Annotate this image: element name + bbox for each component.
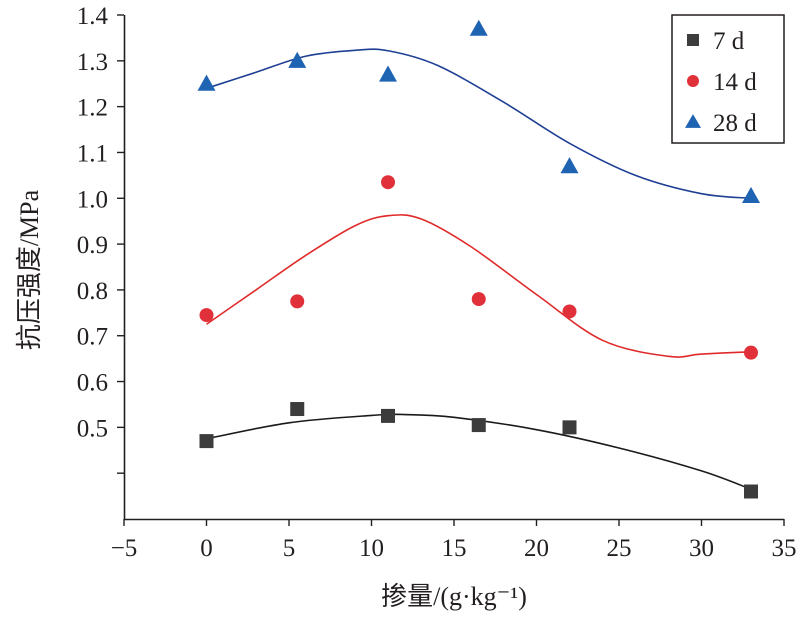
legend-marker-2 xyxy=(685,114,701,128)
data-point-series-0 xyxy=(471,418,486,433)
fit-curve-series-2 xyxy=(206,48,752,200)
data-point-series-2 xyxy=(742,186,760,204)
data-point-series-0 xyxy=(381,408,395,423)
y-tick-label: 0.6 xyxy=(77,370,108,397)
data-point-series-2 xyxy=(288,51,307,68)
x-axis-title: 掺量/(g·kg⁻¹) xyxy=(381,582,527,611)
legend-marker-0 xyxy=(687,34,699,46)
data-point-series-1 xyxy=(744,345,758,360)
data-point-series-2 xyxy=(197,74,216,91)
data-point-series-2 xyxy=(469,19,488,36)
x-tick-label: 10 xyxy=(359,535,384,562)
data-point-series-0 xyxy=(562,420,577,435)
fit-curve-series-1 xyxy=(206,214,752,358)
data-point-series-0 xyxy=(744,484,758,499)
x-tick-label: 20 xyxy=(524,535,549,562)
y-tick-label: 0.8 xyxy=(77,278,108,305)
data-point-series-2 xyxy=(379,65,397,82)
data-point-series-1 xyxy=(471,292,486,307)
x-tick-label: 15 xyxy=(442,535,467,562)
x-tick-label: 30 xyxy=(689,535,714,562)
data-point-series-2 xyxy=(560,157,579,174)
data-point-series-1 xyxy=(562,304,577,319)
legend-marker-1 xyxy=(687,75,699,87)
x-tick-label: 0 xyxy=(200,535,213,562)
x-tick-label: 25 xyxy=(607,535,632,562)
axis-ticks: −5 0 5 10 15 20 25 30 35 0.5 0.6 0.7 0.8 0.9 1.0 1.1 1.2… xyxy=(77,3,797,562)
data-point-series-1 xyxy=(199,308,214,323)
y-tick-label: 1.3 xyxy=(77,49,108,76)
fit-curve-series-0 xyxy=(206,413,752,490)
y-tick-label: 1.0 xyxy=(77,186,108,213)
y-tick-label: 0.7 xyxy=(77,324,108,351)
data-point-series-1 xyxy=(381,175,395,190)
x-tick-label: 5 xyxy=(283,535,296,562)
y-tick-label: 0.5 xyxy=(77,415,108,442)
legend-label-1: 14 d xyxy=(713,69,757,96)
data-point-series-1 xyxy=(290,294,305,309)
x-tick-label: −5 xyxy=(111,535,138,562)
y-tick-label: 1.4 xyxy=(77,3,109,30)
x-tick-label: 35 xyxy=(772,535,797,562)
y-tick-label: 1.1 xyxy=(77,140,108,167)
legend-label-0: 7 d xyxy=(713,28,745,55)
legend-label-2: 28 d xyxy=(713,110,757,137)
legend: 7 d 14 d 28 d xyxy=(671,14,785,144)
data-point-series-0 xyxy=(199,434,214,449)
data-point-series-0 xyxy=(290,402,305,417)
y-tick-label: 1.2 xyxy=(77,95,108,122)
y-axis-title: 抗压强度/MPa xyxy=(15,189,44,350)
data-points xyxy=(197,19,760,499)
y-tick-label: 0.9 xyxy=(77,232,108,259)
